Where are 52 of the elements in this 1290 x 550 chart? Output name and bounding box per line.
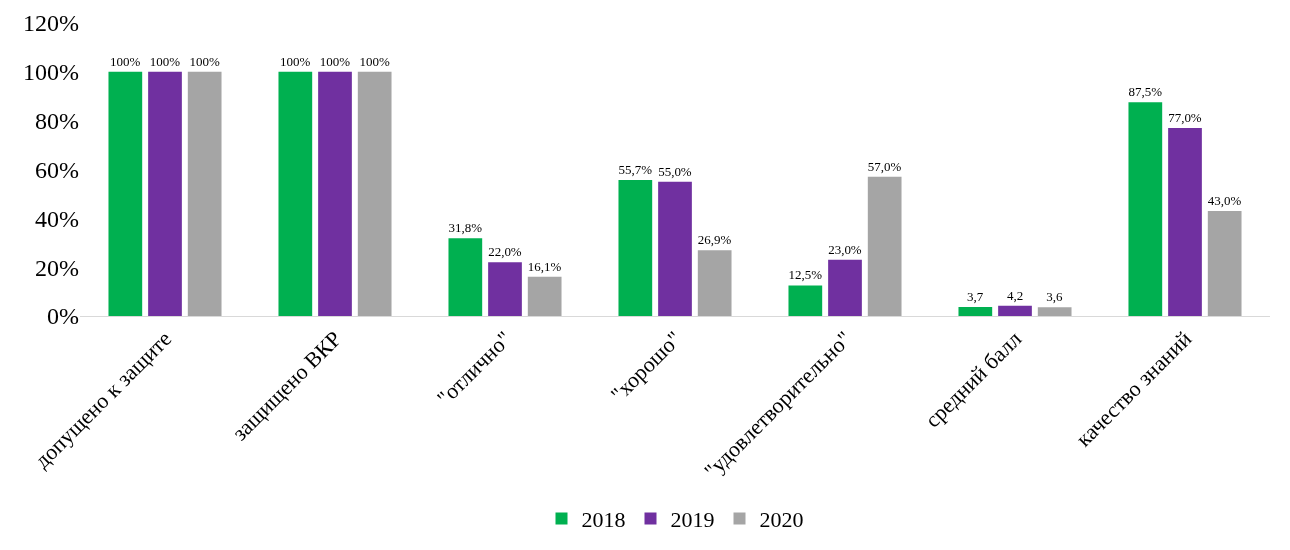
data-label: 77,0% — [1168, 109, 1202, 125]
data-label: 100% — [280, 53, 311, 69]
y-tick-label: 80% — [35, 108, 79, 135]
data-label: 100% — [189, 53, 220, 69]
data-label: 23,0% — [828, 241, 862, 257]
data-label: 31,8% — [448, 220, 483, 236]
legend-label: 2020 — [759, 507, 804, 533]
bar — [828, 259, 862, 316]
y-tick-label: 100% — [23, 59, 79, 86]
bar — [958, 306, 993, 316]
bar — [148, 71, 182, 316]
legend-label: 2019 — [670, 507, 715, 533]
data-label: 100% — [359, 53, 390, 69]
bar — [697, 250, 732, 316]
bar — [527, 276, 562, 316]
y-tick-label: 0% — [47, 303, 79, 330]
data-label: 57,0% — [867, 158, 902, 174]
bar — [1168, 127, 1202, 316]
y-tick-label: 120% — [23, 10, 79, 37]
bar — [998, 305, 1032, 316]
data-label: 100% — [319, 53, 351, 69]
bar — [1207, 211, 1242, 316]
bar — [618, 180, 653, 316]
data-label: 87,5% — [1128, 84, 1163, 100]
data-label: 55,7% — [618, 162, 653, 177]
data-label: 26,9% — [697, 232, 732, 248]
bar — [1128, 102, 1163, 316]
data-label: 16,1% — [527, 258, 562, 274]
data-label: 55,0% — [658, 163, 692, 179]
data-label: 12,5% — [788, 267, 823, 283]
bar — [318, 71, 352, 316]
y-tick-label: 20% — [35, 254, 79, 281]
bar — [448, 238, 483, 316]
data-label: 43,0% — [1207, 193, 1242, 209]
data-label: 3,7 — [966, 288, 984, 304]
bar — [278, 71, 313, 316]
bar — [187, 71, 222, 316]
data-label: 22,0% — [488, 244, 522, 260]
data-label: 4,2 — [1006, 287, 1024, 303]
bar — [788, 285, 823, 316]
bar — [658, 181, 692, 316]
legend-label: 2018 — [581, 507, 626, 533]
bar — [1037, 307, 1072, 316]
data-label: 100% — [149, 53, 181, 69]
bar — [108, 71, 143, 316]
y-tick-label: 40% — [35, 205, 79, 232]
bar — [357, 71, 392, 316]
data-label: 100% — [110, 53, 141, 69]
bar — [488, 262, 522, 316]
bar — [867, 176, 902, 316]
data-label: 3,6 — [1046, 289, 1064, 305]
y-tick-label: 60% — [35, 156, 79, 183]
